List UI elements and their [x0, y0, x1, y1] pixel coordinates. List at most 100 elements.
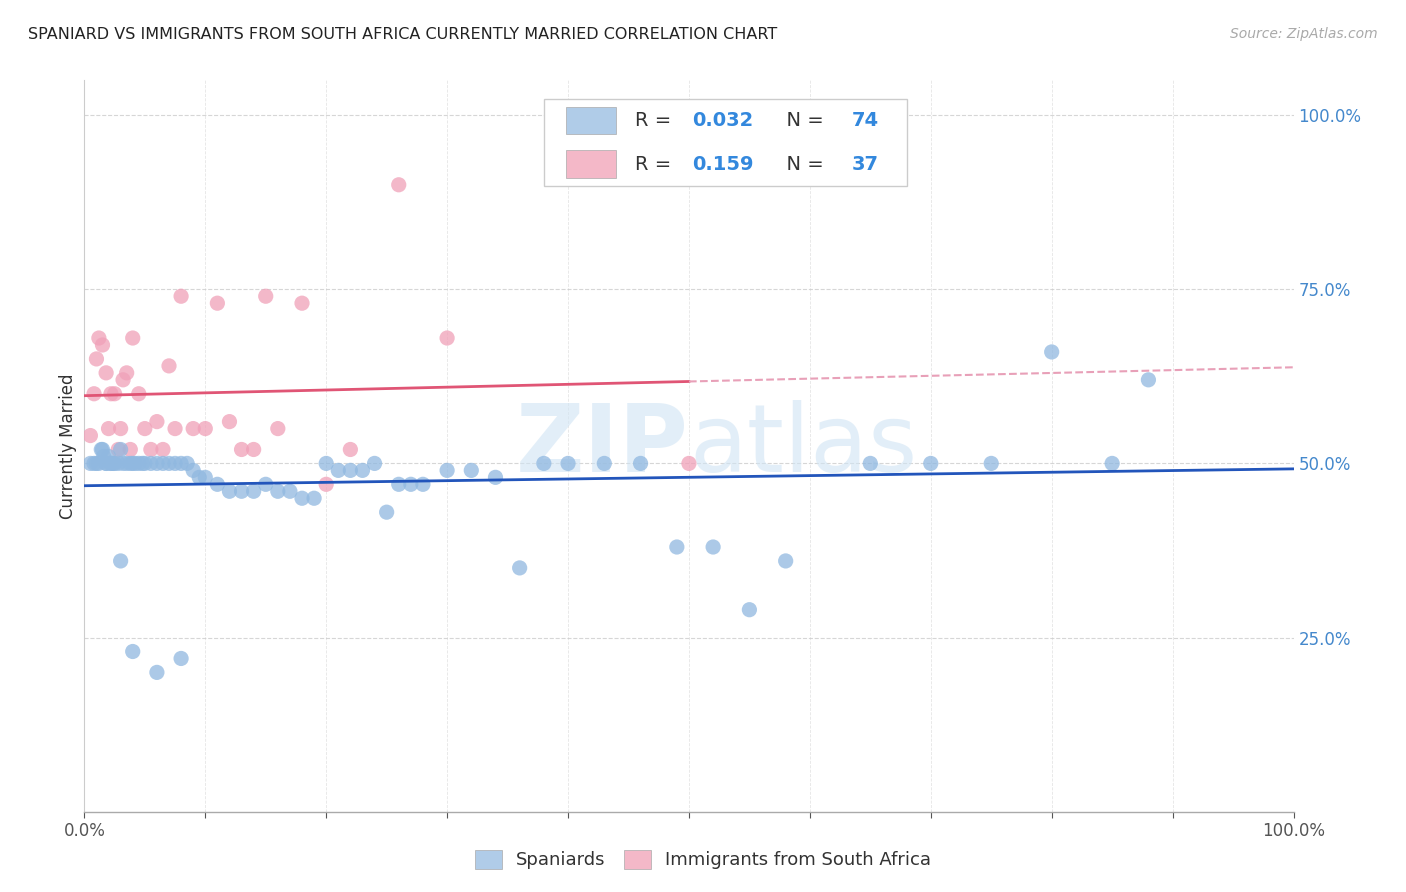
Text: ZIP: ZIP	[516, 400, 689, 492]
Text: 0.032: 0.032	[693, 111, 754, 130]
Point	[120, 442, 142, 457]
Point	[121, 331, 143, 345]
Point	[267, 484, 290, 499]
Point	[110, 442, 132, 457]
Point	[859, 457, 882, 471]
Point	[152, 442, 174, 457]
Point	[218, 415, 240, 429]
Point	[107, 442, 129, 457]
Point	[509, 561, 531, 575]
Y-axis label: Currently Married: Currently Married	[59, 373, 77, 519]
Point	[738, 603, 761, 617]
Point	[484, 470, 506, 484]
Point	[278, 484, 301, 499]
Point	[165, 421, 187, 435]
Point	[120, 457, 142, 471]
Point	[231, 442, 253, 457]
Point	[134, 457, 156, 471]
Point	[134, 421, 156, 435]
Point	[218, 484, 240, 499]
Point	[181, 463, 204, 477]
Point	[79, 457, 101, 471]
Text: atlas: atlas	[689, 400, 917, 492]
Point	[363, 457, 385, 471]
Point	[83, 386, 105, 401]
Point	[980, 457, 1002, 471]
Point	[775, 554, 797, 568]
Point	[157, 359, 180, 373]
Point	[83, 457, 105, 471]
Point	[388, 178, 411, 192]
FancyBboxPatch shape	[565, 151, 616, 178]
Point	[97, 421, 120, 435]
Text: R =: R =	[634, 155, 678, 174]
Text: N =: N =	[773, 155, 830, 174]
Point	[254, 289, 277, 303]
FancyBboxPatch shape	[544, 99, 907, 186]
Point	[315, 457, 337, 471]
Point	[124, 457, 146, 471]
Point	[339, 463, 361, 477]
Point	[291, 491, 314, 506]
Point	[1040, 345, 1063, 359]
Point	[79, 428, 101, 442]
Legend: Spaniards, Immigrants from South Africa: Spaniards, Immigrants from South Africa	[465, 841, 941, 879]
Point	[702, 540, 724, 554]
Point	[112, 457, 135, 471]
Point	[87, 457, 110, 471]
Point	[170, 651, 193, 665]
Text: Source: ZipAtlas.com: Source: ZipAtlas.com	[1230, 27, 1378, 41]
Point	[207, 477, 229, 491]
Point	[115, 457, 138, 471]
Point	[94, 457, 117, 471]
Point	[128, 457, 150, 471]
Point	[110, 421, 132, 435]
Point	[412, 477, 434, 491]
Point	[94, 366, 117, 380]
Point	[157, 457, 180, 471]
Point	[131, 457, 153, 471]
Text: N =: N =	[773, 111, 830, 130]
Point	[100, 457, 122, 471]
Point	[94, 457, 117, 471]
Point	[254, 477, 277, 491]
Point	[194, 421, 217, 435]
Point	[97, 450, 120, 464]
Text: 37: 37	[852, 155, 879, 174]
Point	[460, 463, 482, 477]
Point	[388, 477, 411, 491]
Point	[121, 644, 143, 658]
Point	[242, 442, 264, 457]
Point	[291, 296, 314, 310]
Point	[176, 457, 198, 471]
Point	[170, 457, 193, 471]
Point	[630, 457, 652, 471]
Point	[665, 540, 688, 554]
Point	[100, 386, 122, 401]
Point	[1137, 373, 1160, 387]
Point	[165, 457, 187, 471]
Point	[104, 386, 127, 401]
Text: 0.159: 0.159	[693, 155, 754, 174]
Point	[207, 296, 229, 310]
Point	[436, 331, 458, 345]
Point	[399, 477, 422, 491]
Point	[1101, 457, 1123, 471]
Point	[436, 463, 458, 477]
Point	[112, 373, 135, 387]
Point	[87, 331, 110, 345]
Point	[533, 457, 555, 471]
Point	[593, 457, 616, 471]
Point	[339, 442, 361, 457]
Point	[86, 457, 108, 471]
Point	[181, 421, 204, 435]
Point	[302, 491, 325, 506]
Point	[146, 457, 169, 471]
Point	[267, 421, 290, 435]
Point	[115, 366, 138, 380]
Point	[375, 505, 398, 519]
Point	[107, 457, 129, 471]
Point	[91, 442, 114, 457]
Text: 74: 74	[852, 111, 879, 130]
Point	[86, 351, 108, 366]
